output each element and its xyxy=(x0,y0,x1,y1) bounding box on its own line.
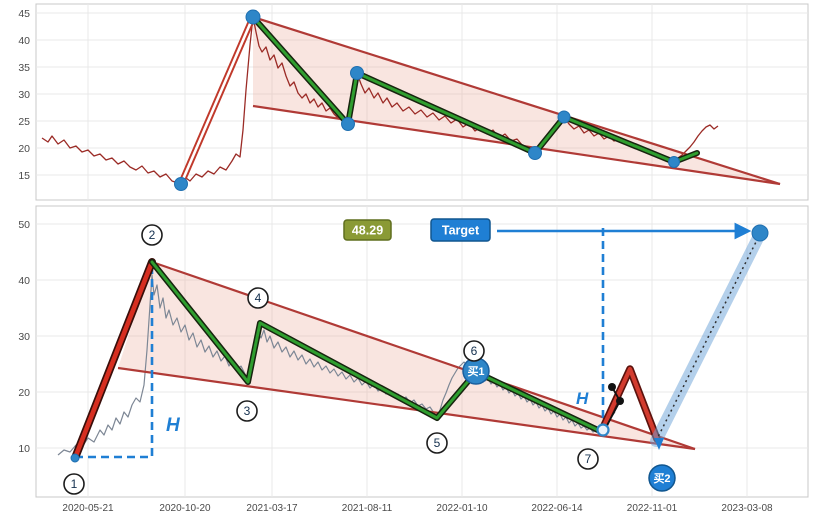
xtick-date: 2022-01-10 xyxy=(436,503,488,514)
pivot-dot-wave1 xyxy=(70,453,80,463)
bottom-panel: 50 40 30 20 10 2020-05-21 2020-10-20 202… xyxy=(18,205,809,514)
target-dot xyxy=(751,224,769,242)
top-ytick-20: 20 xyxy=(18,143,30,155)
bottom-vertical-gridlines xyxy=(87,206,748,497)
black-dot xyxy=(608,383,616,391)
wave-circle-2 xyxy=(141,224,163,246)
height-label-left: H xyxy=(166,415,181,436)
wave-circle-1 xyxy=(63,473,85,495)
pivot-dot xyxy=(174,177,188,191)
rebound-line xyxy=(599,366,660,442)
price-target-value: 48.29 xyxy=(352,224,383,238)
top-ytick-40: 40 xyxy=(18,35,30,47)
pivot-dot xyxy=(341,117,355,131)
wave-circle-5 xyxy=(426,432,448,454)
xtick-date: 2023-03-08 xyxy=(721,503,773,514)
wave-number-4: 4 xyxy=(255,291,262,305)
top-pivot-dots xyxy=(174,9,680,191)
price-target-box xyxy=(343,219,392,241)
bottom-x-axis: 2020-05-21 2020-10-20 2021-03-17 2021-08… xyxy=(62,503,773,514)
bottom-horizontal-gridlines xyxy=(36,223,808,449)
bottom-ytick-50: 50 xyxy=(18,219,30,231)
xtick-date: 2022-11-01 xyxy=(627,503,678,514)
pivot-dot xyxy=(557,110,571,124)
buy1-label: 买1 xyxy=(467,365,484,378)
xtick-date: 2020-05-21 xyxy=(62,503,114,514)
wave-number-1: 1 xyxy=(71,477,78,491)
price-target-badge: 48.29 xyxy=(343,219,392,241)
xtick-date: 2020-10-20 xyxy=(159,503,211,514)
top-ytick-45: 45 xyxy=(18,8,30,20)
top-horizontal-gridlines xyxy=(36,12,808,176)
top-ytick-25: 25 xyxy=(18,116,30,128)
wave-number-6: 6 xyxy=(471,344,478,358)
bottom-wedge-shading xyxy=(118,262,695,449)
pivot-dot xyxy=(528,146,542,160)
target-box xyxy=(430,218,491,242)
bottom-zigzag-line xyxy=(150,260,602,433)
buy2-circle xyxy=(648,464,676,492)
wave-circle-3 xyxy=(236,400,258,422)
wave-number-markers: 1 2 3 4 5 6 7 xyxy=(63,224,599,495)
xtick-date: 2021-08-11 xyxy=(342,503,393,514)
wave-number-2: 2 xyxy=(149,228,156,242)
top-panel: 45 40 35 30 25 20 15 xyxy=(18,3,809,201)
wave-number-3: 3 xyxy=(244,404,251,418)
black-dot xyxy=(616,397,624,405)
buy1-marker: 买1 xyxy=(462,357,490,385)
bottom-impulse-line xyxy=(72,259,155,461)
height-label-right: H xyxy=(576,389,589,408)
pivot-dot xyxy=(245,9,261,25)
top-impulse-doubleline-inner xyxy=(179,16,255,185)
pivot-dot xyxy=(668,156,680,168)
wave-circle-7 xyxy=(577,448,599,470)
top-ytick-35: 35 xyxy=(18,62,30,74)
bottom-ytick-40: 40 xyxy=(18,275,30,287)
target-badge: Target xyxy=(430,218,491,242)
buy2-marker: 买2 xyxy=(648,464,676,492)
wave-circle-6 xyxy=(463,340,485,362)
buy2-pointer-icon xyxy=(654,438,664,450)
xtick-date: 2022-06-14 xyxy=(531,503,583,514)
bottom-ytick-20: 20 xyxy=(18,387,30,399)
bottom-wedge-lower-trendline xyxy=(117,366,696,451)
top-y-axis: 45 40 35 30 25 20 15 xyxy=(18,8,30,182)
bottom-ytick-10: 10 xyxy=(18,443,30,455)
wave-number-5: 5 xyxy=(434,436,441,450)
pivot-dot xyxy=(350,66,364,80)
target-label: Target xyxy=(442,224,480,238)
bottom-ytick-30: 30 xyxy=(18,331,30,343)
xtick-date: 2021-03-17 xyxy=(246,503,298,514)
buy2-label: 买2 xyxy=(653,472,670,485)
wave-number-7: 7 xyxy=(585,452,592,466)
wave-circle-4 xyxy=(247,287,269,309)
height-measure-left-dashed xyxy=(75,268,154,459)
bottom-y-axis: 50 40 30 20 10 xyxy=(18,219,30,455)
top-vertical-gridlines xyxy=(87,4,748,200)
top-ytick-15: 15 xyxy=(18,170,30,182)
top-ytick-30: 30 xyxy=(18,89,30,101)
target-projection-dotted-line xyxy=(655,233,761,442)
wave7-ring-marker xyxy=(596,423,610,437)
